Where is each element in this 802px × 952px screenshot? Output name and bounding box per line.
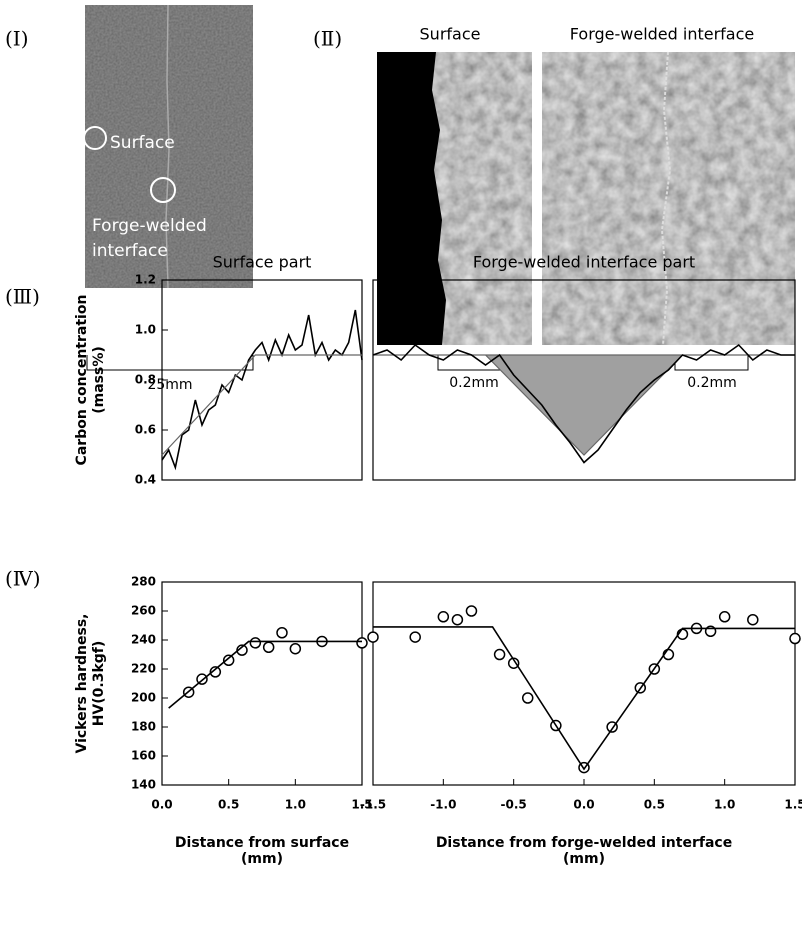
y-tick-label: 220 xyxy=(131,662,156,676)
scale-label: 0.2mm xyxy=(449,375,499,391)
photo-label: interface xyxy=(92,241,168,261)
x-axis-label: Distance from forge-welded interface xyxy=(436,835,732,851)
data-point xyxy=(289,642,302,655)
data-point xyxy=(718,611,731,623)
chart-title: Forge-welded interface part xyxy=(473,253,695,272)
line xyxy=(372,343,795,464)
plot-frame xyxy=(372,279,796,481)
y-tick-label: 0.6 xyxy=(135,423,156,437)
y-tick-label: 0.4 xyxy=(135,473,156,487)
photo-label: Forge-welded xyxy=(92,216,207,236)
x-tick-label: -0.5 xyxy=(501,798,527,812)
data-point xyxy=(276,627,288,639)
scale-label: 0.2mm xyxy=(687,375,737,391)
photo-interface xyxy=(542,52,795,345)
data-point xyxy=(507,657,520,669)
line xyxy=(161,309,363,471)
scale-bar xyxy=(86,355,254,371)
x-axis-label: (mm) xyxy=(241,851,283,867)
data-point xyxy=(521,692,534,704)
data-point xyxy=(789,632,801,645)
plot-frame xyxy=(372,581,796,786)
x-axis-label: (mm) xyxy=(563,851,605,867)
line xyxy=(373,626,795,771)
marker-circle xyxy=(83,126,107,150)
weld-line xyxy=(165,4,170,289)
plot-frame xyxy=(161,581,363,786)
y-tick-label: 160 xyxy=(131,749,156,763)
x-tick-label: -1.0 xyxy=(430,798,456,812)
x-tick-label: 1.5 xyxy=(784,798,802,812)
photo-label: Surface xyxy=(110,133,175,153)
data-point xyxy=(437,611,450,623)
chart-title: Surface part xyxy=(213,253,312,272)
data-point xyxy=(409,631,421,643)
line xyxy=(168,640,362,709)
x-tick-label: 0.0 xyxy=(151,798,172,812)
y-tick-label: 240 xyxy=(131,633,156,647)
panel-label: (Ⅰ) xyxy=(5,27,29,51)
panel-label: (Ⅱ) xyxy=(313,27,342,51)
photo-title: Surface xyxy=(420,25,481,44)
data-point xyxy=(465,605,478,617)
y-tick-label: 140 xyxy=(131,778,156,792)
data-point xyxy=(209,666,222,678)
scale-bar xyxy=(674,355,749,371)
y-tick-label: 280 xyxy=(131,575,156,589)
y-tick-label: 1.0 xyxy=(135,323,156,337)
data-point xyxy=(367,631,379,643)
y-tick-label: 0.8 xyxy=(135,373,156,387)
y-axis-label: Carbon concentration xyxy=(74,295,90,466)
data-point xyxy=(747,613,759,626)
y-tick-label: 180 xyxy=(131,720,156,734)
y-axis-label: (mass%) xyxy=(91,346,107,414)
line xyxy=(161,354,362,456)
data-point xyxy=(451,613,464,626)
panel-label: (Ⅲ) xyxy=(5,285,40,309)
scale-label: 25mm xyxy=(147,377,192,393)
data-point xyxy=(493,648,506,661)
panel-label: (Ⅳ) xyxy=(5,567,41,591)
x-tick-label: 1.5 xyxy=(351,798,372,812)
x-tick-label: 0.5 xyxy=(644,798,665,812)
x-tick-label: 1.0 xyxy=(714,798,735,812)
data-point xyxy=(356,637,368,649)
x-tick-label: -1.5 xyxy=(360,798,386,812)
y-axis-label: Vickers hardness, xyxy=(74,613,90,753)
x-tick-label: 0.5 xyxy=(218,798,239,812)
y-tick-label: 1.2 xyxy=(135,273,156,287)
marker-circle xyxy=(150,177,176,203)
photo-title: Forge-welded interface xyxy=(570,25,754,44)
data-point xyxy=(249,637,262,649)
x-axis-label: Distance from surface xyxy=(175,835,349,851)
y-axis-label: HV(0.3kgf) xyxy=(91,641,107,727)
x-tick-label: 0.0 xyxy=(573,798,594,812)
y-tick-label: 200 xyxy=(131,691,156,705)
y-tick-label: 260 xyxy=(131,604,156,618)
x-tick-label: 1.0 xyxy=(285,798,306,812)
photo-dark-region xyxy=(377,52,446,345)
data-point xyxy=(262,641,275,653)
data-point xyxy=(222,654,235,667)
